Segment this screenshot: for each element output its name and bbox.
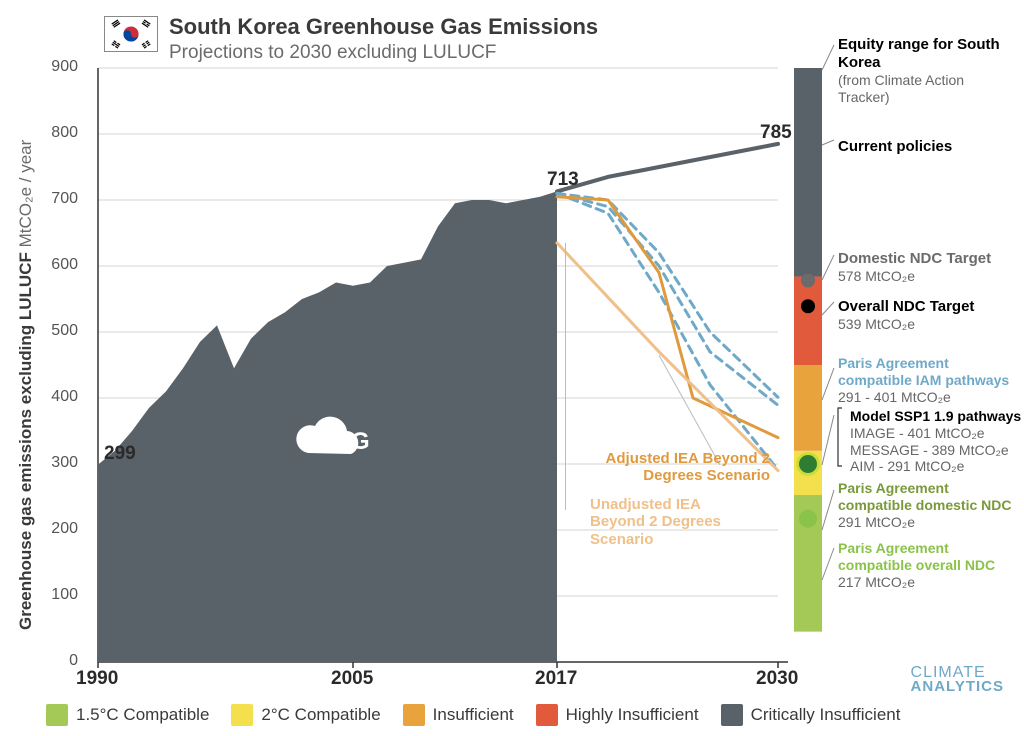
- climate-analytics-logo: CLIMATE ANALYTICS: [911, 665, 1004, 694]
- legend-swatch: [403, 704, 425, 726]
- y-tick: 400: [28, 388, 78, 406]
- iam-head: Paris Agreement compatible IAM pathways: [838, 355, 1023, 389]
- x-tick: 2030: [756, 668, 798, 690]
- legend-label: 1.5°C Compatible: [76, 705, 209, 725]
- domestic-ndc-ann: Domestic NDC Target 578 MtCO₂e: [838, 250, 991, 285]
- domestic-ndc-head: Domestic NDC Target: [838, 250, 991, 268]
- logo-line2: ANALYTICS: [911, 680, 1004, 694]
- chart-container: South Korea Greenhouse Gas Emissions Pro…: [0, 0, 1024, 736]
- x-tick: 1990: [76, 668, 118, 690]
- pac-overall-ann: Paris Agreement compatible overall NDC 2…: [838, 540, 1023, 590]
- current-policies-head: Current policies: [838, 138, 952, 156]
- iam-ann: Paris Agreement compatible IAM pathways …: [838, 355, 1023, 405]
- adj-iea-text: Adjusted IEA Beyond 2 Degrees Scenario: [606, 450, 770, 484]
- legend-item: Highly Insufficient: [536, 704, 699, 726]
- ghg-badge-label: GHG: [315, 428, 370, 456]
- legend-swatch: [536, 704, 558, 726]
- equity-range-head: Equity range for South Korea: [838, 36, 1018, 72]
- adj-iea-callout: Adjusted IEA Beyond 2 Degrees Scenario: [600, 450, 770, 485]
- pac-domestic-sub: 291 MtCO₂e: [838, 514, 1023, 531]
- overall-ndc-sub: 539 MtCO₂e: [838, 316, 974, 333]
- unadj-iea-callout: Unadjusted IEA Beyond 2 Degrees Scenario: [590, 496, 730, 548]
- legend-swatch: [231, 704, 253, 726]
- x-tick: 2005: [331, 668, 373, 690]
- x-tick: 2017: [535, 668, 577, 690]
- legend-label: Critically Insufficient: [751, 705, 901, 725]
- unadj-iea-text: Unadjusted IEA Beyond 2 Degrees Scenario: [590, 496, 721, 548]
- ssp-ann: Model SSP1 1.9 pathways IMAGE - 401 MtCO…: [850, 408, 1024, 475]
- iam-sub: 291 - 401 MtCO₂e: [838, 389, 1023, 406]
- current-policies-ann: Current policies: [838, 138, 952, 156]
- y-tick: 500: [28, 322, 78, 340]
- y-tick: 100: [28, 586, 78, 604]
- legend-label: 2°C Compatible: [261, 705, 380, 725]
- legend-swatch: [721, 704, 743, 726]
- legend-label: Highly Insufficient: [566, 705, 699, 725]
- data-point-label: 299: [104, 443, 136, 465]
- pac-domestic-ann: Paris Agreement compatible domestic NDC …: [838, 480, 1023, 530]
- y-tick: 0: [28, 652, 78, 670]
- legend-label: Insufficient: [433, 705, 514, 725]
- y-tick: 200: [28, 520, 78, 538]
- y-tick: 800: [28, 124, 78, 142]
- legend-swatch: [46, 704, 68, 726]
- ssp-head: Model SSP1 1.9 pathways: [850, 408, 1024, 425]
- equity-range-ann: Equity range for South Korea (from Clima…: [838, 36, 1018, 106]
- legend-item: Critically Insufficient: [721, 704, 901, 726]
- ssp-sub: IMAGE - 401 MtCO₂e MESSAGE - 389 MtCO₂e …: [850, 425, 1024, 475]
- legend-item: 1.5°C Compatible: [46, 704, 209, 726]
- y-tick: 900: [28, 58, 78, 76]
- equity-range-sub: (from Climate Action Tracker): [838, 72, 1018, 106]
- pac-overall-head: Paris Agreement compatible overall NDC: [838, 540, 1023, 574]
- y-tick: 600: [28, 256, 78, 274]
- y-tick: 700: [28, 190, 78, 208]
- overall-ndc-head: Overall NDC Target: [838, 298, 974, 316]
- overall-ndc-ann: Overall NDC Target 539 MtCO₂e: [838, 298, 974, 333]
- data-point-label: 785: [760, 122, 792, 144]
- pac-overall-sub: 217 MtCO₂e: [838, 574, 1023, 591]
- data-point-label: 713: [547, 169, 579, 191]
- legend-item: 2°C Compatible: [231, 704, 380, 726]
- y-tick: 300: [28, 454, 78, 472]
- legend: 1.5°C Compatible 2°C Compatible Insufficie…: [46, 704, 900, 726]
- legend-item: Insufficient: [403, 704, 514, 726]
- domestic-ndc-sub: 578 MtCO₂e: [838, 268, 991, 285]
- pac-domestic-head: Paris Agreement compatible domestic NDC: [838, 480, 1023, 514]
